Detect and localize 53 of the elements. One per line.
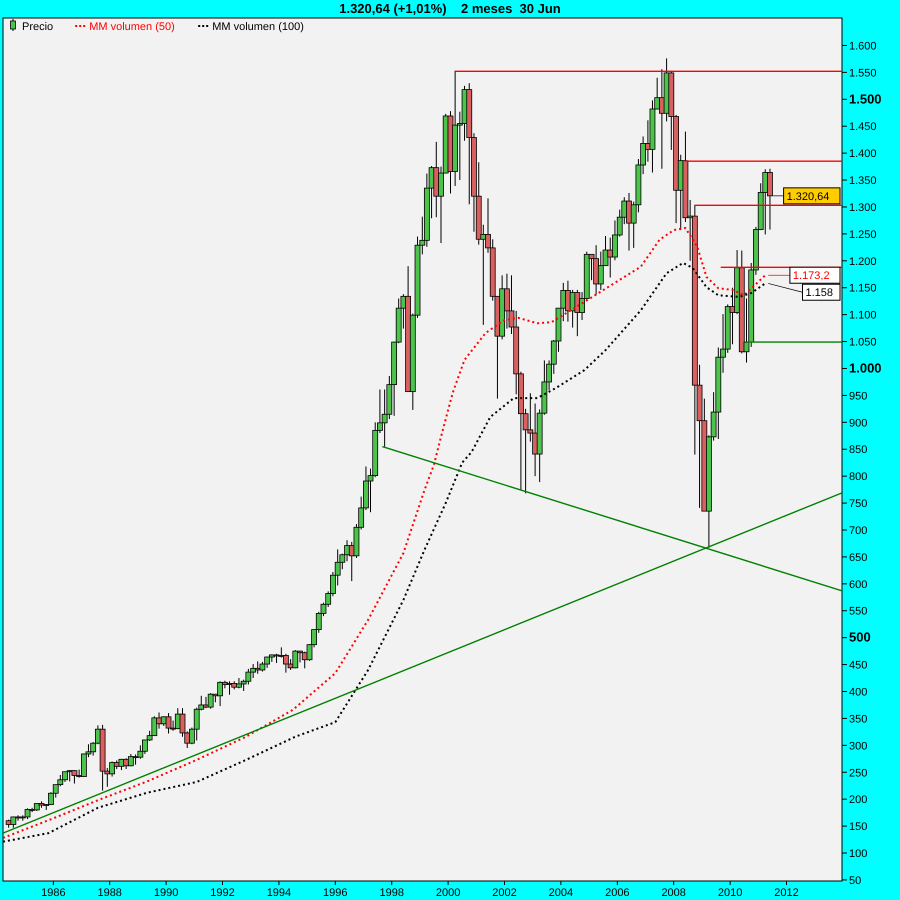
y-tick-label: 850 xyxy=(849,444,868,456)
y-tick-label: 700 xyxy=(849,524,868,537)
y-tick-label: 350 xyxy=(849,713,868,726)
annotation: 1.173,2 xyxy=(792,270,830,282)
x-tick-label: 1992 xyxy=(210,887,235,899)
chart-title: 1.320,64 (+1,01%) 2 meses 30 Jun xyxy=(339,1,561,16)
y-tick-label: 500 xyxy=(849,630,871,645)
y-tick-label: 400 xyxy=(849,686,868,698)
y-tick-label: 750 xyxy=(849,498,868,510)
x-tick-label: 1990 xyxy=(154,887,178,899)
legend-label: Precio xyxy=(22,21,54,33)
x-tick-label: 2008 xyxy=(661,887,686,899)
x-tick-label: 2012 xyxy=(774,887,799,899)
y-tick-label: 1.500 xyxy=(849,91,882,106)
x-tick-label: 2006 xyxy=(605,887,630,899)
y-tick-label: 950 xyxy=(849,390,868,402)
annotation: 1.320,64 xyxy=(786,190,830,203)
y-tick-label: 600 xyxy=(849,578,868,591)
y-tick-label: 1.550 xyxy=(849,67,877,80)
legend-label: MM volumen (50) xyxy=(89,21,175,33)
x-tick-label: 1986 xyxy=(41,887,66,899)
legend-label: MM volumen (100) xyxy=(212,21,304,33)
x-tick-label: 2010 xyxy=(718,887,742,899)
x-tick-label: 1996 xyxy=(323,887,348,899)
x-tick-label: 2002 xyxy=(492,887,517,899)
y-tick-label: 550 xyxy=(849,606,868,618)
y-tick-label: 1.000 xyxy=(849,360,882,376)
y-tick-label: 450 xyxy=(849,660,868,672)
y-tick-label: 1.350 xyxy=(849,175,877,188)
annotation: 1.158 xyxy=(806,287,834,300)
y-tick-label: 100 xyxy=(849,848,868,860)
y-tick-label: 900 xyxy=(849,417,868,430)
y-tick-label: 1.250 xyxy=(849,228,877,241)
x-tick-label: 1994 xyxy=(266,887,292,899)
y-tick-label: 650 xyxy=(849,552,868,564)
x-tick-label: 2004 xyxy=(548,887,574,899)
x-tick-label: 1998 xyxy=(379,887,404,899)
y-tick-label: 50 xyxy=(849,874,862,887)
x-tick-label: 2000 xyxy=(436,887,460,899)
y-tick-label: 1.450 xyxy=(849,121,877,134)
y-tick-label: 1.050 xyxy=(849,336,877,349)
y-tick-label: 200 xyxy=(849,794,868,806)
x-tick-label: 1988 xyxy=(97,887,122,899)
y-tick-label: 1.400 xyxy=(849,148,877,160)
y-tick-label: 1.600 xyxy=(849,40,877,52)
y-tick-label: 150 xyxy=(849,821,868,834)
y-tick-label: 1.200 xyxy=(849,256,877,268)
y-tick-label: 250 xyxy=(849,767,868,780)
y-tick-label: 1.150 xyxy=(849,282,877,295)
y-tick-label: 800 xyxy=(849,471,868,484)
y-tick-label: 1.300 xyxy=(849,202,877,214)
y-tick-label: 300 xyxy=(849,740,868,752)
y-tick-label: 1.100 xyxy=(849,310,877,322)
